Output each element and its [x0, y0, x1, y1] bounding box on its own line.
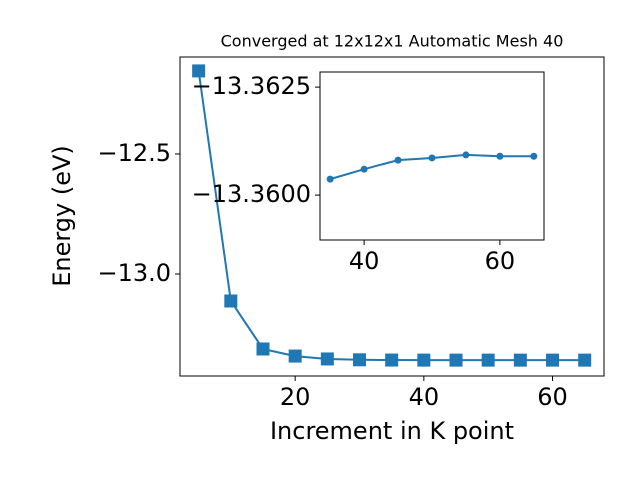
marker — [360, 165, 368, 173]
marker — [496, 152, 504, 160]
marker — [449, 353, 463, 367]
marker — [326, 175, 334, 183]
y-tick-label: −13.3600 — [192, 180, 311, 208]
x-tick-label: 40 — [409, 383, 440, 411]
marker — [256, 342, 270, 356]
marker — [481, 353, 495, 367]
y-axis-label: Energy (eV) — [48, 145, 76, 287]
marker — [385, 353, 399, 367]
y-tick-label: −13.0 — [97, 259, 171, 287]
marker — [530, 152, 538, 160]
marker — [417, 353, 431, 367]
marker — [546, 353, 560, 367]
x-tick-label: 60 — [485, 247, 516, 275]
marker — [192, 64, 206, 78]
marker — [462, 151, 470, 159]
chart-title: Converged at 12x12x1 Automatic Mesh 40 — [221, 32, 564, 51]
marker — [428, 154, 436, 162]
x-tick-label: 40 — [349, 247, 380, 275]
marker — [224, 294, 238, 308]
marker — [320, 352, 334, 366]
marker — [394, 156, 402, 164]
x-tick-label: 60 — [537, 383, 568, 411]
x-axis-label: Increment in K point — [270, 417, 514, 445]
marker — [288, 349, 302, 363]
marker — [578, 353, 592, 367]
x-tick-label: 20 — [280, 383, 311, 411]
marker — [513, 353, 527, 367]
marker — [353, 353, 367, 367]
y-tick-label: −13.3625 — [192, 72, 311, 100]
y-tick-label: −12.5 — [97, 139, 171, 167]
